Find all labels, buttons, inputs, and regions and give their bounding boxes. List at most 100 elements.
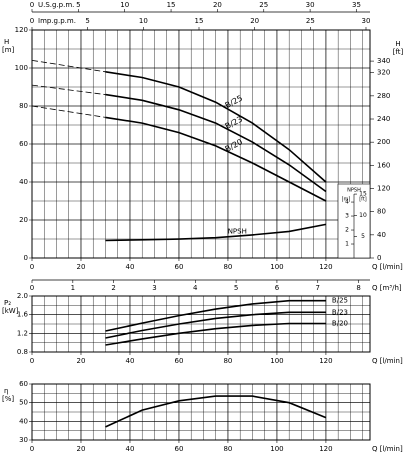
series-label: B/25 xyxy=(224,94,244,111)
x-tick-label: 40 xyxy=(126,357,135,365)
top-axis-tick-label: 10 xyxy=(139,17,148,25)
npsh-ft-tick-label: 10 xyxy=(359,212,367,219)
y-tick-label: 30 xyxy=(19,436,28,444)
series-line xyxy=(105,311,326,339)
npsh-inset-title: NPSH xyxy=(347,188,361,194)
y-axis-unit: [kW] xyxy=(2,307,19,315)
npsh-m-tick-label: 2 xyxy=(345,227,349,234)
extrapolated-line xyxy=(31,60,106,73)
series-label: B/23 xyxy=(224,115,244,132)
y2-tick-label: 40 xyxy=(377,231,386,239)
x-tick-label: 0 xyxy=(30,263,34,271)
x-tick-label: 80 xyxy=(223,445,232,453)
y2-tick-label: 200 xyxy=(377,138,390,146)
top-axis-tick-label: 15 xyxy=(167,1,176,9)
series-line xyxy=(105,93,327,193)
y2-tick-label: 320 xyxy=(377,69,390,77)
y-axis-label: η xyxy=(4,387,8,395)
series-label: B/20 xyxy=(224,137,244,154)
npsh-unit-m: [m] xyxy=(342,197,351,203)
series-label: B/23 xyxy=(332,308,348,316)
x-tick-label: 60 xyxy=(174,445,183,453)
bottom-axis-tick-label: 5 xyxy=(234,284,238,292)
y2-axis-unit: [ft] xyxy=(393,48,404,56)
x-tick-label: 40 xyxy=(126,445,135,453)
y-tick-label: 100 xyxy=(15,64,28,72)
y-tick-label: 40 xyxy=(19,178,28,186)
x-tick-label: 100 xyxy=(270,357,283,365)
bottom-axis-tick-label: 8 xyxy=(356,284,360,292)
x-tick-label: 100 xyxy=(270,263,283,271)
x-tick-label: 60 xyxy=(174,263,183,271)
top-axis-tick-label: 30 xyxy=(306,1,315,9)
y2-tick-label: 80 xyxy=(377,208,386,216)
npsh-ft-tick-label: 5 xyxy=(361,233,365,240)
bottom-axis-tick-label: 2 xyxy=(111,284,115,292)
y2-tick-label: 0 xyxy=(377,254,381,262)
npsh-ft-tick-label: 15 xyxy=(359,191,367,198)
x-tick-label: 40 xyxy=(126,263,135,271)
x-tick-label: 60 xyxy=(174,357,183,365)
top-axis-tick-label: 25 xyxy=(306,17,315,25)
series-line xyxy=(105,322,326,346)
y2-tick-label: 340 xyxy=(377,57,390,65)
y-axis-label: P₂ xyxy=(4,299,11,307)
y-axis-unit: [%] xyxy=(2,395,14,403)
top-axis-label: Imp.g.p.m. xyxy=(38,17,76,25)
bottom-axis-tick-label: 6 xyxy=(275,284,280,292)
top-axis-tick-label: 10 xyxy=(120,1,129,9)
y-axis-label: H xyxy=(4,38,9,46)
x-axis-label: Q [l/min] xyxy=(372,445,403,453)
bottom-axis-tick-label: 4 xyxy=(193,284,198,292)
x-axis-label: Q [l/min] xyxy=(372,357,403,365)
top-axis-tick-label: 15 xyxy=(195,17,204,25)
x-tick-label: 0 xyxy=(30,357,34,365)
bottom-axis-tick-label: 1 xyxy=(71,284,75,292)
series-label: B/25 xyxy=(332,297,348,305)
npsh-line xyxy=(105,223,327,242)
bottom-axis-tick-label: 0 xyxy=(30,284,34,292)
x-tick-label: 20 xyxy=(77,445,86,453)
top-axis-tick-label: 35 xyxy=(352,1,361,9)
extrapolated-line xyxy=(31,105,106,118)
x-tick-label: 120 xyxy=(319,357,332,365)
y2-axis-label: H xyxy=(395,40,400,48)
y2-tick-label: 120 xyxy=(377,185,390,193)
series-line xyxy=(105,299,326,332)
x-tick-label: 80 xyxy=(223,263,232,271)
series-label: B/20 xyxy=(332,320,348,328)
x-tick-label: 20 xyxy=(77,357,86,365)
x-tick-label: 20 xyxy=(77,263,86,271)
x-tick-label: 120 xyxy=(319,263,332,271)
top-axis-tick-label: 30 xyxy=(362,17,371,25)
npsh-m-tick-label: 1 xyxy=(345,241,349,248)
series-line xyxy=(105,71,327,183)
y-tick-label: 120 xyxy=(15,26,28,34)
x-tick-label: 0 xyxy=(30,445,34,453)
y-tick-label: 60 xyxy=(19,140,28,148)
top-axis-label: U.S.g.p.m. xyxy=(38,1,74,9)
npsh-m-tick-label: 4 xyxy=(345,199,349,206)
top-axis-tick-label: 0 xyxy=(30,17,34,25)
top-axis-tick-label: 5 xyxy=(85,17,89,25)
series-line xyxy=(105,395,327,428)
npsh-m-tick-label: 3 xyxy=(345,213,349,220)
series-line xyxy=(105,116,327,202)
top-axis-tick-label: 25 xyxy=(259,1,268,9)
y-tick-label: 50 xyxy=(19,399,28,407)
x-tick-label: 100 xyxy=(270,445,283,453)
y-tick-label: 1.2 xyxy=(17,329,28,337)
y2-tick-label: 240 xyxy=(377,115,390,123)
y-tick-label: 2.0 xyxy=(17,292,28,300)
top-axis-tick-label: 20 xyxy=(250,17,259,25)
y-axis-unit: [m] xyxy=(2,46,15,54)
x-axis-label: Q [l/min] xyxy=(372,263,403,271)
y-tick-label: 60 xyxy=(19,380,28,388)
y-tick-label: 20 xyxy=(19,216,28,224)
y-tick-label: 0.8 xyxy=(17,348,28,356)
y-tick-label: 80 xyxy=(19,102,28,110)
y-tick-label: 1.6 xyxy=(17,311,29,319)
top-axis-tick-label: 20 xyxy=(213,1,222,9)
y2-tick-label: 160 xyxy=(377,161,390,169)
